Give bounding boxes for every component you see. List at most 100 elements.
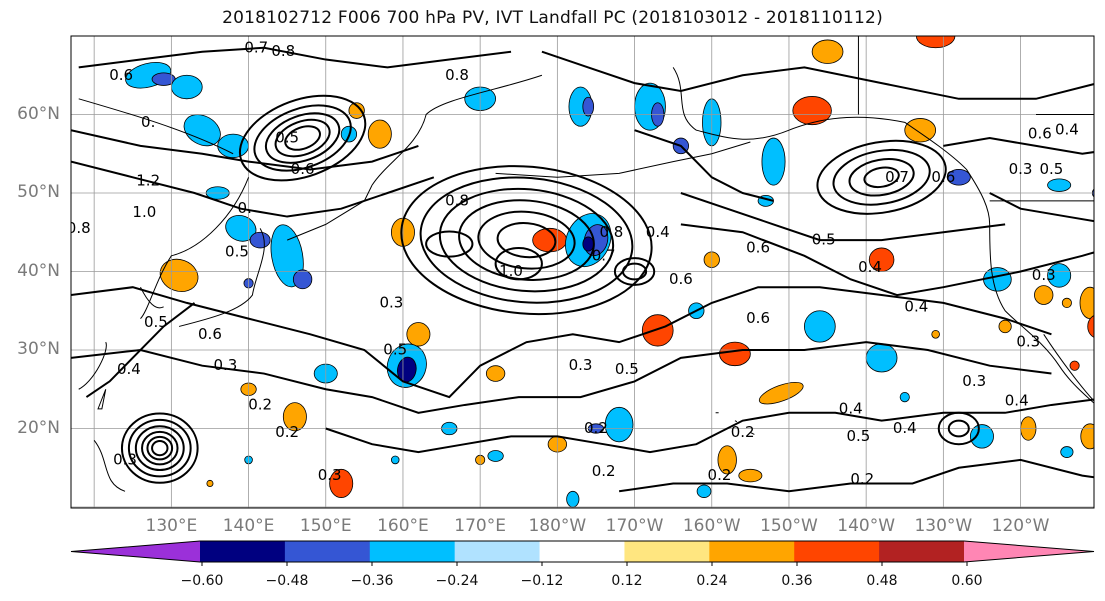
coastline-segment [788, 116, 1094, 404]
colorbar-box [454, 541, 541, 562]
colorbar-box [624, 541, 710, 562]
coastline-segment [495, 141, 751, 178]
contour-label: 0.6 [291, 160, 315, 178]
colorbar-tick-label: 0.48 [866, 573, 898, 589]
pv-anomaly-patch [915, 36, 956, 49]
pv-anomaly-patch [761, 137, 786, 186]
contour-label: 0.2 [731, 423, 755, 441]
contour-label: 0.3 [1032, 266, 1056, 284]
pv-anomaly-patch [1034, 285, 1054, 305]
contour-line [141, 430, 179, 466]
colorbar-lower-extension [71, 541, 200, 562]
colorbar-tick-label: 0.36 [781, 573, 813, 589]
pv-anomaly-patch [292, 269, 313, 290]
contour-line [494, 246, 543, 281]
latitude-label: 60°N [17, 103, 60, 124]
contour-label: 0.7 [592, 246, 616, 264]
contour-line [832, 148, 931, 206]
colorbar-tick-label: −0.24 [435, 573, 479, 589]
contour-line [134, 425, 185, 472]
contour-line [680, 192, 1006, 242]
pv-anomaly-patch [1047, 263, 1072, 288]
contour-line [151, 440, 169, 457]
pv-anomaly-patch [1080, 423, 1094, 450]
pv-anomaly-patch [390, 455, 400, 465]
colorbar-box [879, 541, 965, 562]
latitude-label: 50°N [17, 182, 60, 202]
contour-label: 0.2 [708, 466, 732, 484]
colorbar-tick-label: −0.36 [350, 573, 394, 589]
ivt-contours [71, 46, 1094, 493]
contour-label: 0.2 [850, 470, 874, 488]
colorbar-outline [70, 540, 1095, 563]
pv-anomaly-patch [170, 74, 203, 100]
contour-label: 0.8 [445, 191, 469, 209]
contour-label: 0.8 [445, 66, 469, 84]
contour-label: 0.5 [847, 427, 871, 445]
longitude-label: 130°E [145, 516, 198, 536]
contour-line [284, 125, 321, 151]
pv-anomaly-patch [717, 445, 737, 475]
contour-label: 0.7 [885, 168, 909, 186]
pv-anomaly-patch [582, 96, 595, 117]
coastline-segment [140, 177, 250, 319]
pv-anomaly-patch [485, 365, 506, 382]
pv-anomaly-patch [206, 479, 214, 487]
coastline-segment [286, 184, 373, 241]
colorbar-box [200, 541, 286, 562]
pv-anomaly-patch [899, 391, 910, 403]
contour-line [120, 412, 199, 484]
contour-label: 1.0 [132, 203, 156, 221]
pv-anomaly-shading [125, 36, 1094, 508]
latitude-label: 20°N [17, 417, 60, 438]
coastline-segment [371, 74, 543, 186]
contour-label: 0.2 [275, 423, 299, 441]
contour-label: 0.4 [839, 399, 863, 417]
contour-line [477, 210, 576, 270]
contour-label: 0.4 [893, 419, 917, 437]
pv-anomaly-patch [329, 468, 354, 498]
contour-label: 0.4 [1055, 121, 1079, 139]
pv-anomaly-patch [998, 319, 1012, 334]
longitude-label: 140°E [222, 516, 275, 536]
pv-anomaly-patch [406, 322, 431, 347]
contour-line [541, 50, 1094, 100]
contour-label: 0.6 [746, 309, 770, 327]
contour-line [146, 435, 174, 461]
pv-anomaly-patch [604, 406, 634, 443]
pv-anomaly-patch [566, 490, 580, 508]
coastline-segment [93, 439, 126, 492]
pv-anomaly-patch [1087, 315, 1094, 338]
pv-anomaly-patch [719, 341, 751, 367]
contour-label: 0.6 [746, 238, 770, 256]
pv-anomaly-patch [758, 381, 804, 405]
pv-anomaly-patch [1069, 360, 1080, 371]
map-frame [70, 35, 1095, 509]
pv-anomaly-patch [904, 118, 937, 143]
contour-label: 0.5 [383, 341, 407, 359]
contour-label: 0.2 [584, 419, 608, 437]
contour-line [253, 104, 352, 172]
contour-label: 0.3 [213, 356, 237, 374]
colorbar-box [369, 541, 456, 562]
contour-line [816, 139, 947, 215]
pv-anomaly-patch [738, 468, 763, 483]
longitude-label: 180°W [528, 516, 587, 536]
contour-label: 0.3 [379, 293, 403, 311]
coastline-segment [178, 228, 265, 327]
contour-label: 0.5 [1040, 160, 1064, 178]
contour-line [943, 137, 1094, 155]
pv-anomaly-patch [367, 119, 392, 149]
contour-label: 0.8 [271, 42, 295, 60]
contour-label: 0.4 [858, 258, 882, 276]
colorbar-box [709, 541, 795, 562]
coastlines [78, 36, 1094, 492]
pv-anomaly-patch [282, 402, 307, 432]
contour-label: 0.7 [244, 38, 268, 56]
contour-label: 0.3 [1009, 160, 1033, 178]
contour-line [127, 418, 192, 478]
contour-line [71, 341, 1052, 414]
contour-label: 0.8 [67, 219, 91, 237]
coastline-segment [97, 389, 107, 410]
pv-anomaly-patch [969, 424, 994, 449]
